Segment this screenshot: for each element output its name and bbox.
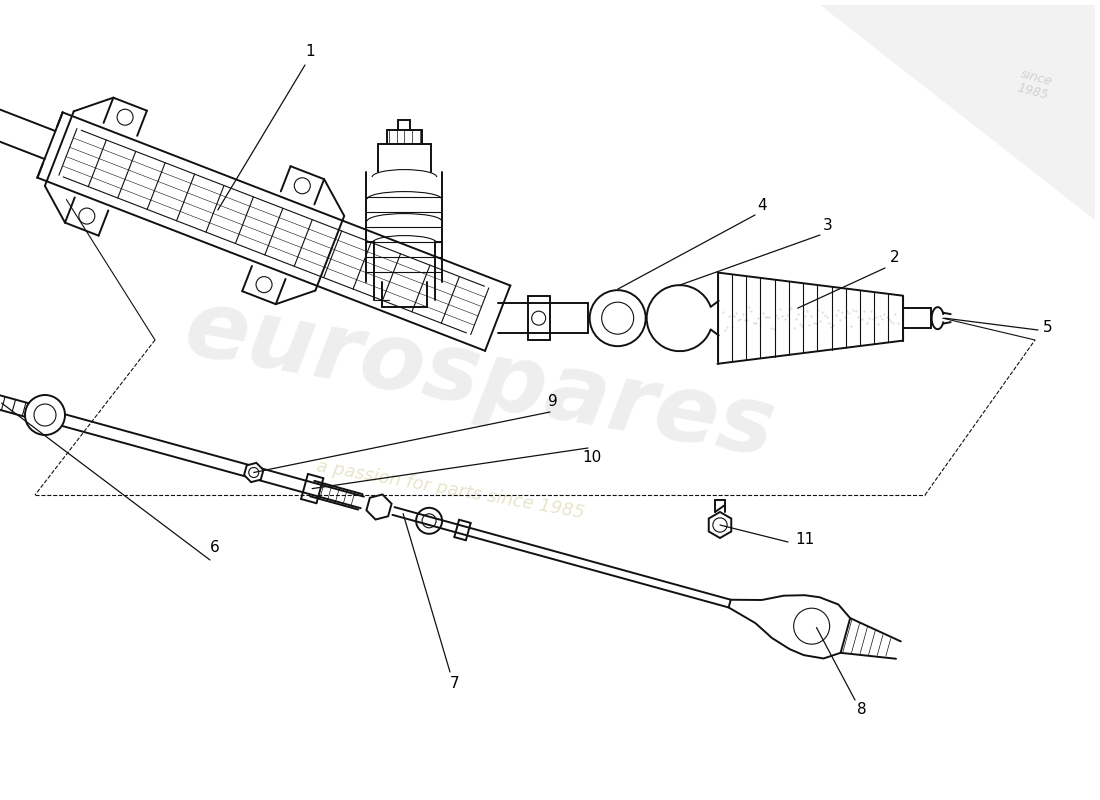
Text: since
1985: since 1985 (1015, 67, 1054, 102)
Text: 2: 2 (890, 250, 900, 266)
Circle shape (531, 311, 546, 325)
Circle shape (793, 608, 829, 644)
Polygon shape (708, 512, 732, 538)
Circle shape (602, 302, 634, 334)
Circle shape (34, 404, 56, 426)
Text: eurospares: eurospares (178, 283, 782, 477)
Text: 10: 10 (582, 450, 602, 466)
Text: 1: 1 (305, 45, 315, 59)
Circle shape (117, 110, 133, 126)
Text: 4: 4 (757, 198, 767, 213)
Circle shape (25, 395, 65, 435)
Circle shape (79, 208, 95, 224)
Text: 3: 3 (823, 218, 833, 233)
Circle shape (256, 277, 272, 293)
Text: 11: 11 (795, 533, 815, 547)
Circle shape (249, 467, 258, 478)
Circle shape (590, 290, 646, 346)
Text: 9: 9 (548, 394, 558, 410)
Circle shape (713, 518, 727, 532)
Circle shape (422, 514, 436, 528)
Polygon shape (244, 463, 263, 482)
Circle shape (295, 178, 310, 194)
Polygon shape (728, 595, 850, 658)
Circle shape (416, 508, 442, 534)
Text: a passion for parts since 1985: a passion for parts since 1985 (315, 458, 585, 522)
Polygon shape (820, 5, 1094, 220)
Text: 6: 6 (210, 541, 220, 555)
Text: 5: 5 (1043, 321, 1053, 335)
Text: 8: 8 (857, 702, 867, 718)
Text: 7: 7 (450, 675, 460, 690)
Polygon shape (366, 494, 392, 519)
